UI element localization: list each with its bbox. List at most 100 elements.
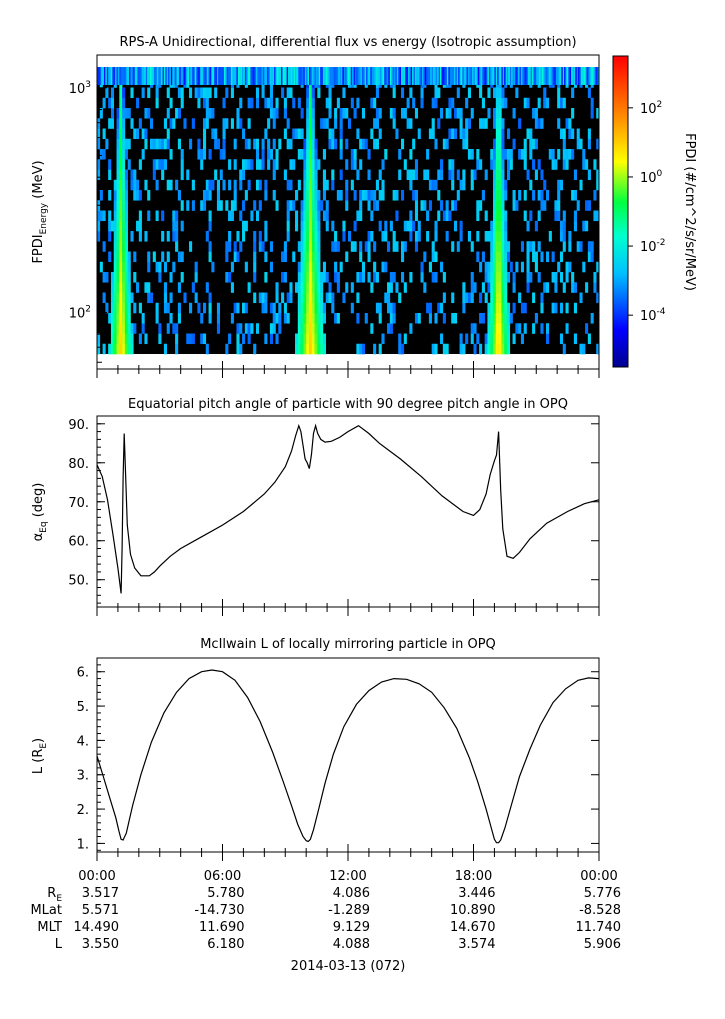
spectrogram-cell	[352, 67, 354, 85]
spectrogram-cell	[445, 200, 449, 211]
spectrogram-cell	[211, 108, 215, 119]
spectrogram-cell	[129, 67, 131, 85]
spectrogram-cell	[289, 292, 293, 304]
spectrogram-cell	[190, 67, 193, 85]
spectrogram-cell	[409, 231, 413, 242]
spectrogram-cell	[295, 282, 299, 293]
spectrogram-cell	[501, 231, 505, 242]
spectrogram-cell	[470, 169, 474, 181]
spectrogram-cell	[180, 159, 184, 170]
spectrogram-cell	[590, 67, 593, 85]
spectrogram-cell	[311, 343, 315, 355]
spectrogram-cell	[495, 97, 499, 109]
spectrogram-cell	[102, 343, 106, 355]
spectrogram-cell	[504, 210, 508, 222]
spectrogram-cell	[303, 272, 307, 283]
spectrogram-cell	[527, 67, 530, 85]
spectrogram-cell	[540, 323, 544, 334]
spectrogram-cell	[370, 282, 374, 293]
spectrogram-cell	[541, 67, 544, 85]
spectrogram-cell	[314, 179, 318, 191]
spectrogram-cell	[465, 292, 469, 304]
spectrogram-cell	[197, 302, 201, 314]
spectrogram-cell	[314, 261, 318, 273]
spectrogram-cell	[261, 87, 265, 99]
spectrogram-cell	[387, 302, 391, 314]
spectrogram-cell	[300, 231, 304, 242]
spectrogram-cell	[554, 200, 558, 211]
spectrogram-cell	[247, 97, 251, 109]
spectrogram-cell	[414, 169, 419, 181]
spectrogram-cell	[501, 87, 505, 99]
spectrogram-cell	[453, 67, 456, 85]
spectrogram-cell	[339, 149, 343, 160]
spectrogram-cell	[551, 159, 555, 170]
spectrogram-cell	[336, 282, 340, 293]
spectrogram-cell	[529, 241, 533, 252]
spectrogram-cell	[314, 292, 318, 304]
spectrogram-cell	[115, 67, 117, 85]
spectrogram-cell	[112, 67, 115, 85]
spectrogram-cell	[518, 67, 520, 85]
spectrogram-cell	[300, 149, 304, 160]
spectrogram-cell	[303, 333, 307, 345]
spectrogram-cell	[487, 108, 491, 119]
spectrogram-cell	[205, 87, 209, 99]
spectrogram-cell	[124, 313, 128, 324]
spectrogram-cell	[289, 179, 293, 191]
spectrogram-cell	[162, 67, 165, 85]
spectrogram-cell	[565, 149, 569, 160]
spectrogram-cell	[295, 190, 299, 201]
spectrogram-cell	[486, 67, 488, 85]
spectrogram-cell	[476, 200, 480, 211]
spectrogram-cell	[314, 169, 318, 181]
spectrogram-cell	[166, 128, 170, 140]
spectrogram-cell	[228, 159, 232, 170]
spectrogram-cell	[512, 302, 516, 314]
spectrogram-cell	[334, 241, 338, 252]
spectrogram-cell	[253, 292, 257, 304]
spectrogram-cell	[155, 313, 159, 324]
spectrogram-cell	[207, 67, 209, 85]
spectrogram-cell	[314, 231, 318, 242]
spectrogram-cell	[110, 108, 115, 119]
spectrogram-cell	[356, 169, 360, 181]
spectrogram-cell	[543, 67, 545, 85]
spectrogram-cell	[286, 200, 290, 211]
spectrogram-cell	[322, 169, 326, 181]
spectrogram-cell	[286, 313, 290, 324]
spectrogram-cell	[537, 159, 541, 170]
spectrogram-cell	[523, 67, 526, 85]
spectrogram-cell	[205, 179, 209, 191]
spectrogram-cell	[130, 67, 133, 85]
spectrogram-cell	[303, 67, 306, 85]
spectrogram-cell	[136, 190, 140, 201]
spectrogram-cell	[169, 179, 173, 191]
spectrogram-cell	[590, 313, 594, 324]
spectrogram-cell	[571, 272, 575, 283]
spectrogram-cell	[113, 190, 117, 201]
spectrogram-cell	[208, 179, 212, 191]
spectrogram-cell	[297, 313, 301, 324]
spectrogram-cell	[147, 108, 151, 119]
spectrogram-cell	[311, 292, 315, 304]
spectrogram-cell	[269, 333, 273, 345]
spectrogram-cell	[306, 179, 310, 191]
spectrogram-cell	[506, 128, 511, 140]
spectrogram-cell	[354, 67, 357, 85]
spectrogram-cell	[587, 241, 591, 252]
spectrogram-cell	[308, 343, 313, 355]
spectrogram-cell	[373, 97, 377, 109]
spectrogram-cell	[99, 261, 103, 273]
spectrogram-cell	[205, 97, 209, 109]
spectrogram-cell	[504, 261, 508, 273]
spectrogram-cell	[534, 108, 538, 119]
spectrogram-cell	[260, 67, 262, 85]
spectrogram-cell	[296, 67, 299, 85]
spectrogram-cell	[495, 159, 499, 170]
ytick-label: 60.	[68, 535, 89, 550]
spectrogram-cell	[239, 118, 243, 129]
spectrogram-cell	[272, 159, 276, 170]
spectrogram-cell	[116, 200, 120, 211]
